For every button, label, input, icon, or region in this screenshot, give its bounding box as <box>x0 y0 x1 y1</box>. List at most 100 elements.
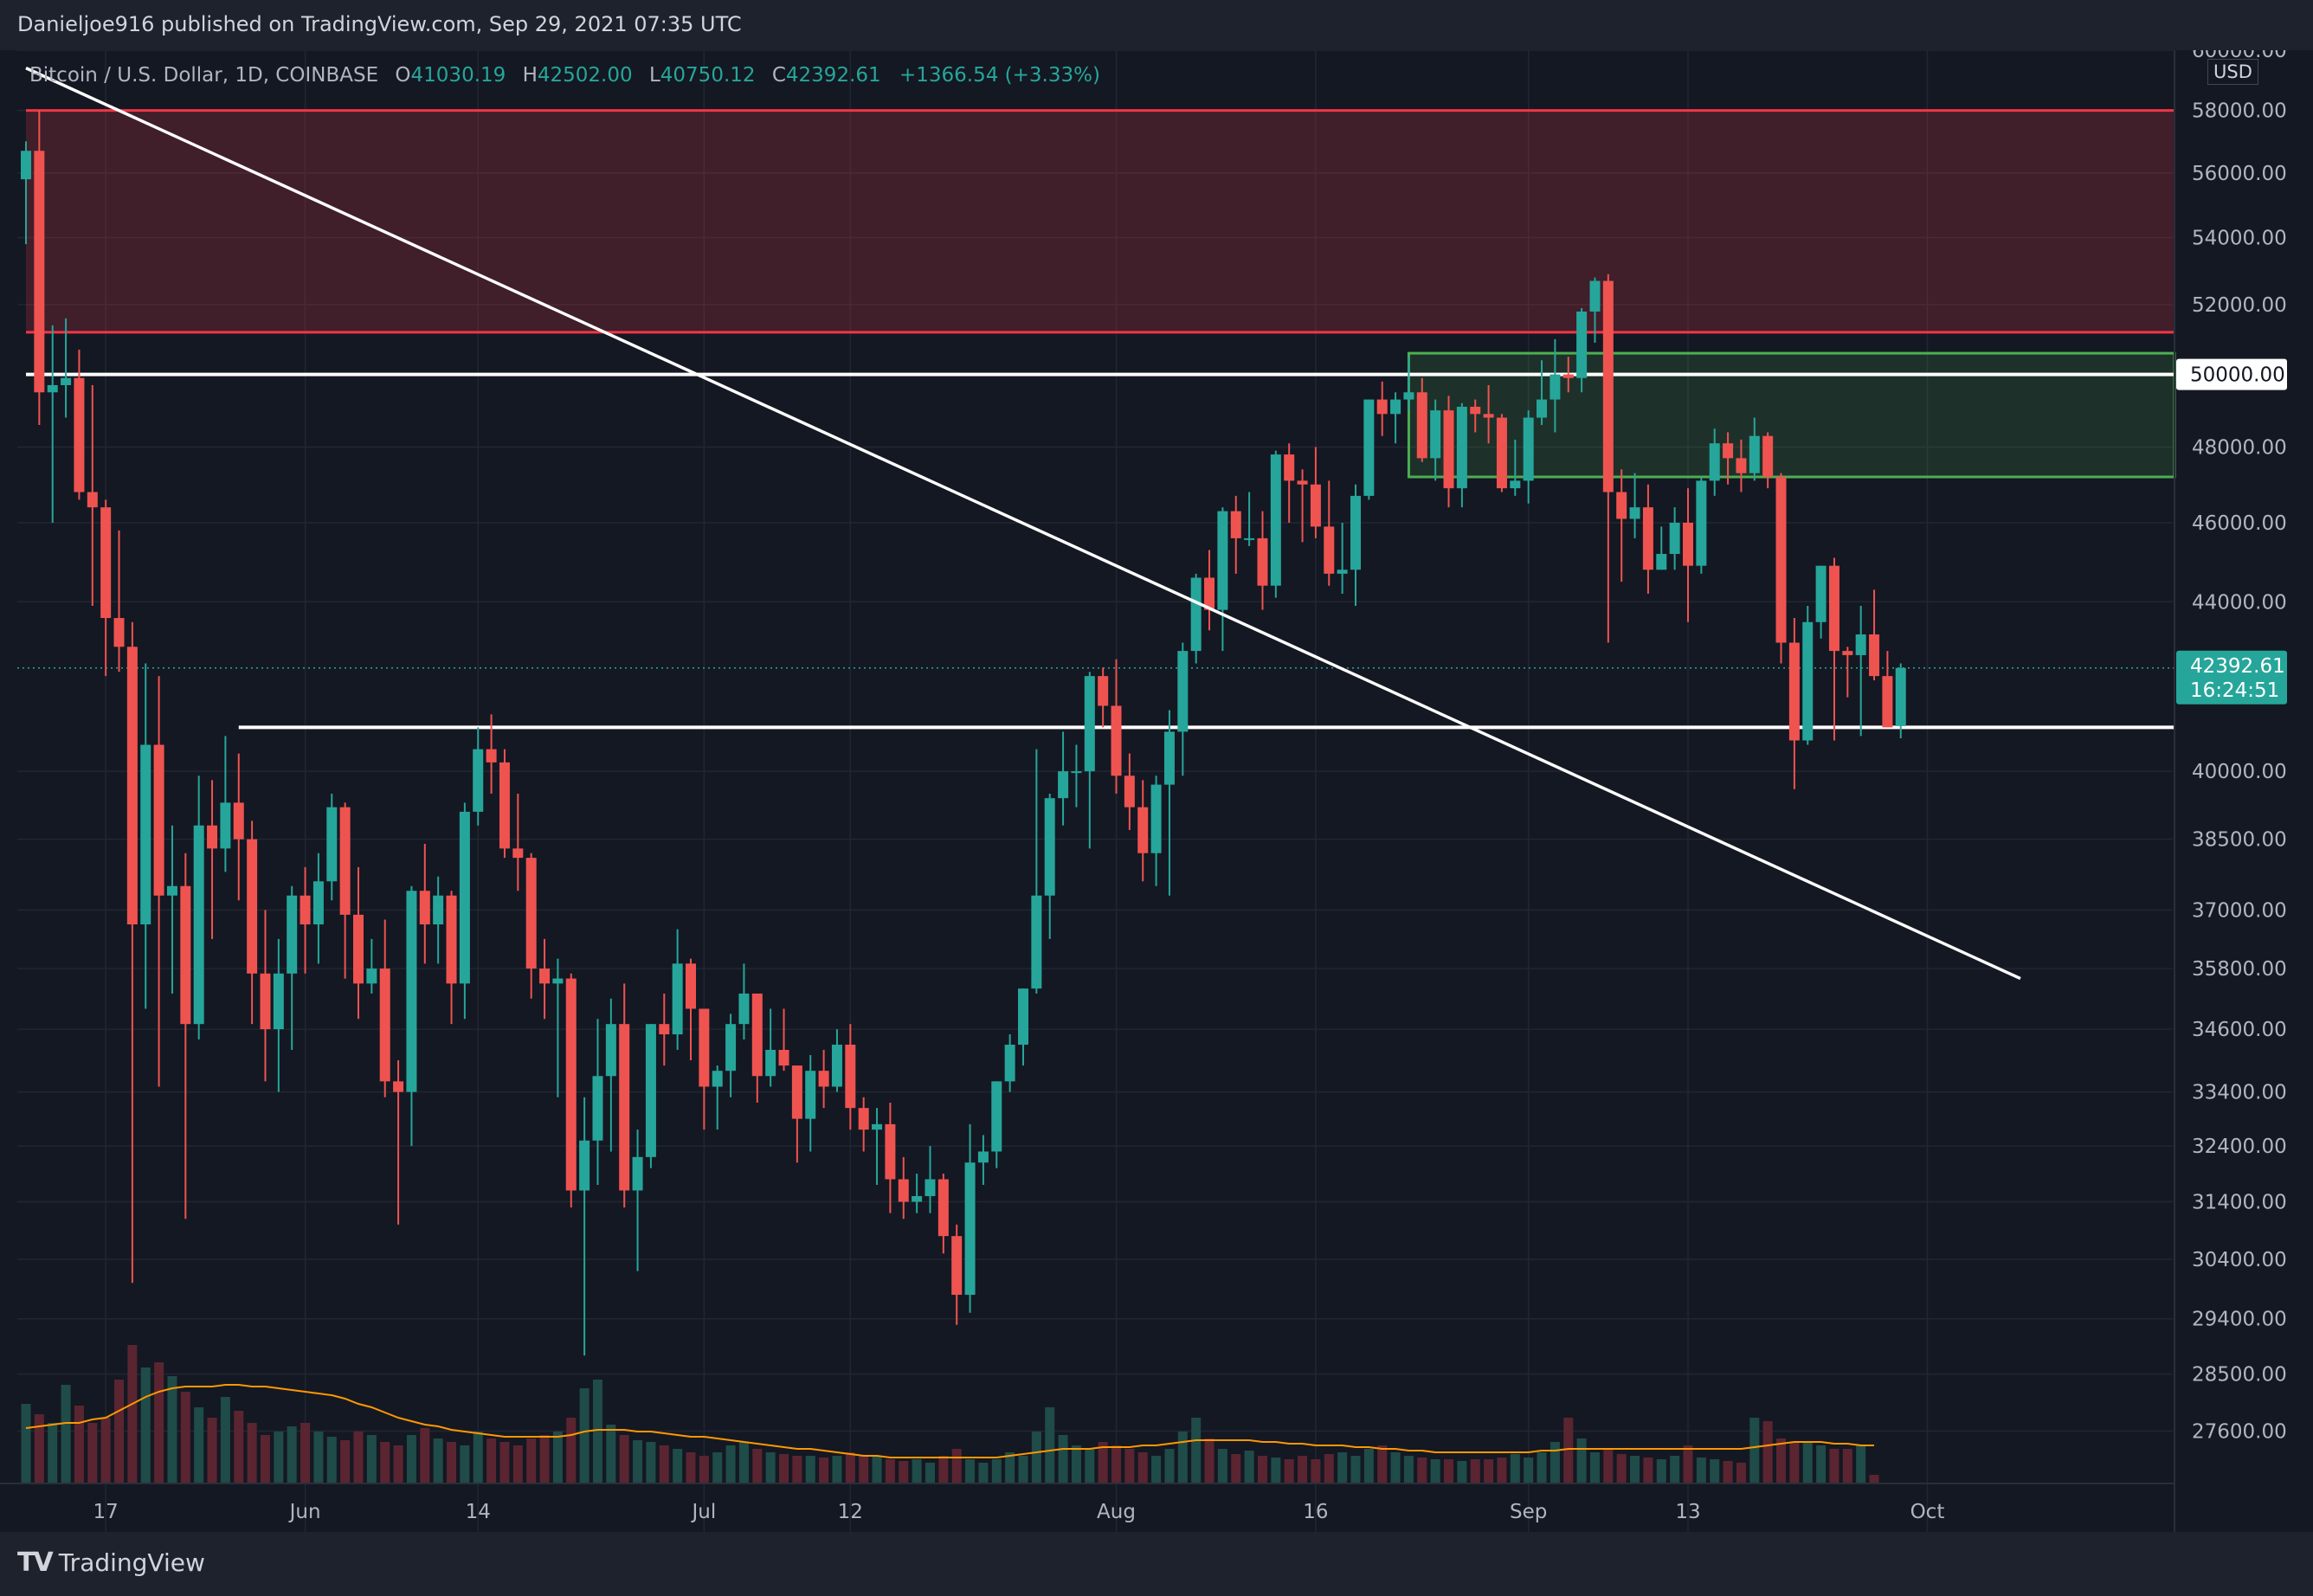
candle-body <box>912 1195 923 1202</box>
candle-body <box>1828 565 1839 652</box>
volume-bar <box>1550 1442 1560 1483</box>
candle-body <box>1616 492 1627 519</box>
candle-body <box>1363 399 1375 496</box>
volume-bar <box>1696 1458 1706 1483</box>
candle-body <box>1004 1045 1015 1082</box>
candle-body <box>499 762 510 849</box>
candle-body <box>34 151 45 393</box>
brand-name: TradingView <box>58 1548 205 1577</box>
candle-body <box>1775 477 1787 643</box>
volume-bar <box>738 1442 749 1483</box>
candle-body <box>1537 399 1548 418</box>
candle-body <box>858 1108 869 1130</box>
candle-body <box>74 377 85 492</box>
volume-bar <box>1177 1432 1188 1483</box>
currency-label[interactable]: USD <box>2207 59 2258 85</box>
volume-bar <box>1563 1418 1574 1483</box>
candle-body <box>1815 565 1827 622</box>
volume-bar <box>87 1423 98 1483</box>
candle-body <box>659 1024 670 1035</box>
high-value: 42502.00 <box>537 64 633 87</box>
candle-body <box>1124 775 1135 808</box>
volume-bar <box>1417 1458 1427 1483</box>
y-tick-label: 54000.00 <box>2192 227 2287 249</box>
candle-body <box>1656 553 1667 570</box>
volume-bar <box>872 1456 882 1483</box>
volume-bar <box>1217 1449 1227 1483</box>
y-tick-label: 37000.00 <box>2192 899 2287 922</box>
symbol-name: Bitcoin / U.S. Dollar, 1D, COINBASE <box>29 64 379 87</box>
candle-body <box>1284 454 1295 481</box>
candle-body <box>951 1236 963 1295</box>
volume-bar <box>1710 1459 1720 1483</box>
volume-bar <box>1271 1458 1281 1483</box>
candle-body <box>1842 651 1853 655</box>
candle-body <box>1709 443 1720 481</box>
volume-bar <box>486 1438 497 1483</box>
volume-bar <box>1337 1452 1348 1483</box>
candle-body <box>1430 410 1441 459</box>
volume-bar <box>1257 1456 1267 1483</box>
candle-body <box>1150 784 1162 853</box>
volume-bar <box>1191 1418 1202 1483</box>
volume-bar <box>686 1452 696 1483</box>
y-tick-label: 30400.00 <box>2192 1249 2287 1271</box>
y-tick-label: 27600.00 <box>2192 1421 2287 1444</box>
last-price-tag <box>2176 650 2287 705</box>
volume-bar <box>1284 1459 1294 1483</box>
x-tick-label: 14 <box>466 1501 491 1523</box>
volume-bar <box>1350 1456 1361 1483</box>
candle-body <box>699 1008 710 1087</box>
candle-body <box>1270 454 1281 586</box>
price-chart[interactable]: 60000.0058000.0056000.0054000.0052000.00… <box>0 50 2313 1532</box>
candle-body <box>1230 511 1241 538</box>
volume-bar <box>1324 1454 1334 1483</box>
y-tick-label: 34600.00 <box>2192 1019 2287 1041</box>
candle-body <box>1642 507 1653 570</box>
high-label: H <box>522 64 538 87</box>
volume-bar <box>366 1435 377 1483</box>
volume-bar <box>646 1442 656 1483</box>
level-50000-text: 50000.00 <box>2190 364 2285 387</box>
candle-body <box>712 1071 723 1087</box>
tradingview-logo[interactable]: TV TradingView <box>17 1548 205 1578</box>
change-value: +1366.54 (+3.33%) <box>899 64 1100 87</box>
volume-bar <box>100 1418 111 1483</box>
volume-bar <box>539 1435 550 1483</box>
candle-body <box>366 969 377 984</box>
candle-body <box>1190 577 1202 652</box>
candle-body <box>845 1045 856 1109</box>
candle-body <box>1483 414 1494 418</box>
volume-bar <box>1058 1435 1068 1483</box>
candle-body <box>247 839 258 974</box>
candle-body <box>619 1024 630 1191</box>
volume-bar <box>1776 1438 1787 1483</box>
volume-bar <box>194 1407 204 1483</box>
volume-bar <box>1537 1452 1547 1483</box>
candle-body <box>1163 731 1175 785</box>
horizontal-lines <box>17 109 2174 730</box>
volume-bar <box>1164 1449 1175 1483</box>
candle-body <box>140 744 151 925</box>
candle-body <box>180 885 191 1025</box>
volume-bar <box>287 1426 297 1483</box>
x-tick-label: 16 <box>1303 1501 1328 1523</box>
volume-bar <box>912 1459 922 1483</box>
volume-bar <box>274 1432 284 1483</box>
volume-bar <box>74 1406 84 1483</box>
volume-bar <box>1842 1449 1852 1483</box>
candle-body <box>300 895 311 925</box>
candle-body <box>1882 676 1893 728</box>
countdown-text: 16:24:51 <box>2190 679 2279 702</box>
volume-bar <box>792 1456 802 1483</box>
y-tick-label: 35800.00 <box>2192 958 2287 981</box>
candle-body <box>725 1024 737 1072</box>
low-label: L <box>648 64 660 87</box>
volume-bar <box>1430 1459 1440 1483</box>
publisher-header: Danieljoe916 published on TradingView.co… <box>0 0 2313 50</box>
candle-body <box>312 881 324 925</box>
volume-bar <box>779 1454 789 1483</box>
y-tick-label: 40000.00 <box>2192 761 2287 783</box>
candle-body <box>379 969 390 1082</box>
volume-bar <box>1031 1432 1041 1483</box>
